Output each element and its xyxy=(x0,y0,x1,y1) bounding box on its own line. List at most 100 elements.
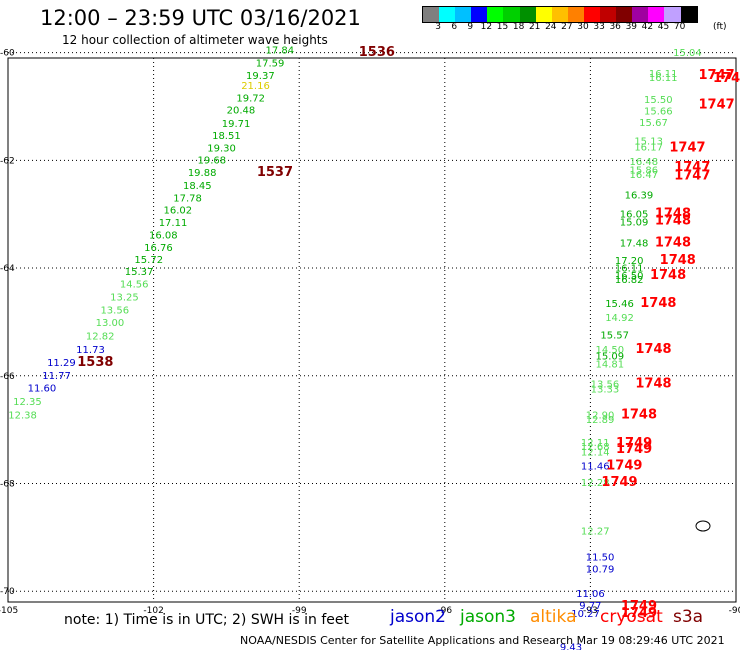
wave-height-value: 19.30 xyxy=(207,144,236,155)
colorbar-tick: 27 xyxy=(561,22,573,32)
time-label: 1748 xyxy=(655,236,691,251)
latitude-tick-label: -64 xyxy=(0,264,15,274)
colorbar-tick: 39 xyxy=(625,22,638,32)
latitude-tick-label: -68 xyxy=(0,480,15,490)
wave-height-value: 19.72 xyxy=(236,94,265,105)
wave-height-value: 13.00 xyxy=(96,318,125,329)
footer-credit: NOAA/NESDIS Center for Satellite Applica… xyxy=(240,634,725,647)
wave-height-value: 11.60 xyxy=(28,383,57,394)
longitude-tick-label: -105 xyxy=(0,606,18,616)
time-label: 1537 xyxy=(257,165,293,180)
time-label: 1748 xyxy=(635,377,671,392)
legend-s3a: s3a xyxy=(673,607,704,627)
time-label: 1748 xyxy=(640,296,676,311)
wave-height-value: 16.82 xyxy=(615,275,644,286)
map-gridlines xyxy=(8,52,736,602)
wave-height-value: 9.77 xyxy=(579,601,601,612)
wave-height-value: 15.57 xyxy=(600,331,629,342)
time-label: 1538 xyxy=(77,355,113,370)
longitude-tick-label: -90 xyxy=(729,606,740,616)
wave-height-value: 11.73 xyxy=(76,345,105,356)
time-label: 1749 xyxy=(616,436,652,451)
colorbar-swatch xyxy=(535,7,552,22)
time-label: 1748 xyxy=(650,268,686,283)
wave-height-value: 15.50 xyxy=(644,95,673,106)
footer-note: note: 1) Time is in UTC; 2) SWH is in fe… xyxy=(64,612,350,628)
wave-height-colorbar xyxy=(422,6,698,23)
wave-height-value: 18.45 xyxy=(183,181,212,192)
wave-height-value: 11.46 xyxy=(581,462,610,473)
colorbar-swatch xyxy=(616,7,633,22)
wave-height-value: 15.04 xyxy=(673,48,702,59)
colorbar-swatch xyxy=(551,7,568,22)
longitude-tick-label: -102 xyxy=(143,606,163,616)
wave-height-value: 11.06 xyxy=(576,589,605,600)
wave-height-value: 19.88 xyxy=(188,168,217,179)
time-label: 1749 xyxy=(606,459,642,474)
wave-height-value: 11.50 xyxy=(586,553,615,564)
wave-height-value: 17.78 xyxy=(173,193,202,204)
wave-height-value: 15.46 xyxy=(605,299,634,310)
wave-height-value: 17.11 xyxy=(159,218,188,229)
time-label: 1747 xyxy=(713,71,740,86)
wave-height-value: 16.02 xyxy=(164,206,193,217)
colorbar-swatch xyxy=(680,7,697,22)
latitude-tick-label: -70 xyxy=(0,587,15,597)
wave-height-value: 15.66 xyxy=(644,107,673,118)
wave-height-value: 16.05 xyxy=(620,209,649,220)
wave-height-value: 15.09 xyxy=(620,218,649,229)
time-label: 1749 xyxy=(601,475,637,490)
colorbar-tick: 45 xyxy=(657,22,670,32)
wave-height-value: 12.82 xyxy=(86,332,115,343)
time-label: 1748 xyxy=(660,253,696,268)
wave-height-value: 17.84 xyxy=(265,46,294,57)
colorbar-tick: 36 xyxy=(609,22,621,32)
wave-height-value: 16.48 xyxy=(629,157,658,168)
colorbar-tick: 24 xyxy=(545,22,557,32)
colorbar-tick: 70 xyxy=(673,22,686,32)
wave-height-value: 14.92 xyxy=(605,313,634,324)
colorbar-tick: 3 xyxy=(435,22,441,32)
wave-height-value: 16.76 xyxy=(144,243,173,254)
time-label: 1747 xyxy=(674,160,710,175)
longitude-tick-label: -99 xyxy=(292,606,307,616)
colorbar-swatch xyxy=(583,7,601,22)
time-label: 1747 xyxy=(698,98,734,113)
wave-height-value: 13.25 xyxy=(110,292,139,303)
map-subtitle: 12 hour collection of altimeter wave hei… xyxy=(62,33,328,47)
wave-height-value: 19.71 xyxy=(222,119,251,130)
colorbar-swatch xyxy=(600,7,617,22)
wave-height-value: 15.67 xyxy=(639,118,668,129)
wave-height-value: 10.79 xyxy=(586,564,615,575)
wave-height-value: 12.11 xyxy=(581,438,610,449)
wave-height-value: 16.11 xyxy=(649,73,678,84)
wave-height-value: 13.56 xyxy=(100,305,129,316)
wave-height-value: 12.28 xyxy=(581,478,610,489)
colorbar-tick: 18 xyxy=(512,22,525,32)
time-label: 1748 xyxy=(655,206,691,221)
wave-height-value: 16.50 xyxy=(615,271,644,282)
wave-height-value: 11.77 xyxy=(42,371,71,382)
time-label: 1749 xyxy=(621,606,657,621)
colorbar-swatch xyxy=(648,7,665,22)
colorbar-swatch xyxy=(503,7,520,22)
axis-labels: -105 -102 -99 -96 -93 -90 -60 -62 -64 -66 -68 -70 xyxy=(0,49,740,616)
wave-height-value: 19.37 xyxy=(246,71,275,82)
colorbar-tick: 33 xyxy=(593,22,605,32)
wave-height-value: 16.08 xyxy=(149,230,178,241)
time-label: 1536 xyxy=(359,45,395,60)
colorbar-swatch xyxy=(632,7,649,22)
wave-height-value: 13.56 xyxy=(591,380,620,391)
time-label: 1747 xyxy=(698,68,734,83)
wave-height-value: 17.20 xyxy=(615,256,644,267)
wave-height-value: 12.38 xyxy=(8,410,37,421)
colorbar-tick: 30 xyxy=(577,22,589,32)
wave-height-value: 21.16 xyxy=(241,81,270,92)
wave-height-value: 11.29 xyxy=(47,358,76,369)
wave-height-value: 15.09 xyxy=(595,352,624,363)
wave-height-value: 16.39 xyxy=(625,191,654,202)
colorbar-swatch xyxy=(567,7,584,22)
time-label: 1749 xyxy=(621,599,657,614)
wave-height-value: 10.27 xyxy=(571,609,600,620)
